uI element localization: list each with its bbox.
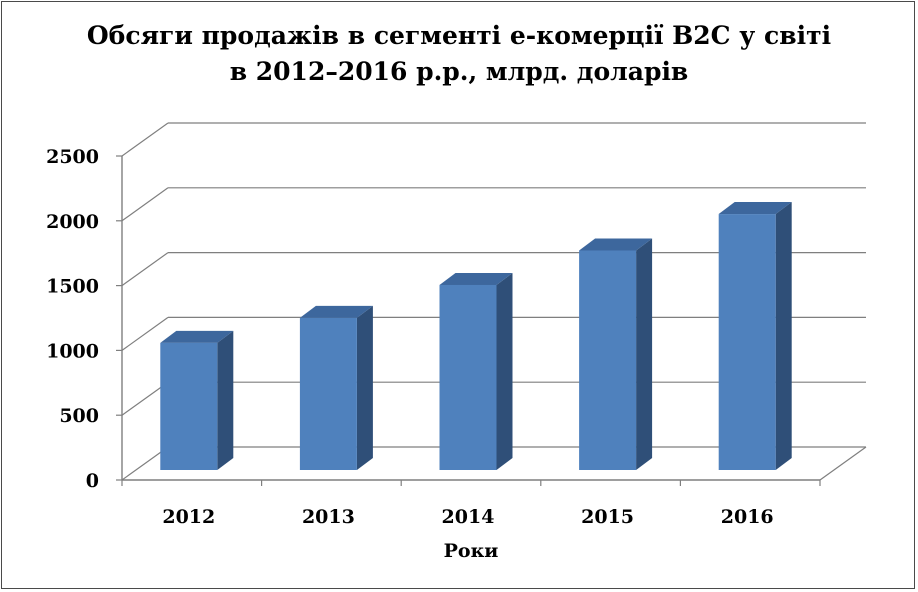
bar-side-2015 — [636, 238, 653, 470]
bar-top-2016 — [718, 202, 792, 215]
bar-side-2012 — [217, 330, 234, 470]
y-tick-label-2000: 2000 — [46, 211, 99, 233]
bar-top-2013 — [299, 305, 373, 318]
x-tick-label-2014: 2014 — [442, 506, 495, 528]
x-axis-title: Роки — [444, 540, 499, 562]
bar-2014 — [439, 272, 513, 470]
bar-2012 — [160, 330, 234, 470]
x-tick-label-2015: 2015 — [581, 506, 634, 528]
floor-edge — [819, 446, 867, 481]
y-tick-label-1500: 1500 — [46, 276, 99, 298]
x-axis-tick-labels: 2012 2013 2014 2015 2016 — [162, 506, 773, 528]
bar-front-2013 — [299, 317, 357, 470]
bar-top-2014 — [439, 272, 513, 285]
bar-2015 — [579, 238, 653, 470]
y-tick-label-500: 500 — [59, 405, 99, 427]
bar-2016 — [718, 202, 792, 471]
bar-front-2015 — [579, 250, 637, 470]
x-tick-label-2016: 2016 — [721, 506, 774, 528]
bars — [160, 202, 792, 471]
y-tick-label-1000: 1000 — [46, 340, 99, 362]
bar-top-2012 — [160, 330, 234, 343]
chart-title-line-2: в 2012–2016 р.р., млрд. доларів — [229, 57, 689, 86]
bar-front-2014 — [439, 284, 497, 470]
y-tick-label-0: 0 — [86, 470, 99, 492]
chart-title: Обсяги продажів в сегменті е-комерції B2… — [0, 18, 918, 90]
x-tick-label-2013: 2013 — [302, 506, 355, 528]
gridline-depth-1000 — [121, 316, 169, 351]
bar-side-2014 — [496, 272, 513, 470]
x-tick-label-2012: 2012 — [162, 506, 215, 528]
bar-side-2013 — [356, 305, 373, 470]
chart-title-line-1: Обсяги продажів в сегменті е-комерції B2… — [86, 21, 832, 50]
gridline-depth-2500 — [121, 122, 169, 157]
y-axis-tick-labels: 0 500 1000 1500 2000 2500 — [46, 146, 99, 492]
gridline-depth-2000 — [121, 187, 169, 222]
bar-front-2016 — [718, 214, 776, 470]
bar-side-2016 — [775, 202, 792, 471]
gridline-depth-1500 — [121, 252, 169, 287]
y-tick-label-2500: 2500 — [46, 146, 99, 168]
bar-top-2015 — [579, 238, 653, 251]
bar-2013 — [299, 305, 373, 470]
bar-front-2012 — [160, 342, 218, 470]
